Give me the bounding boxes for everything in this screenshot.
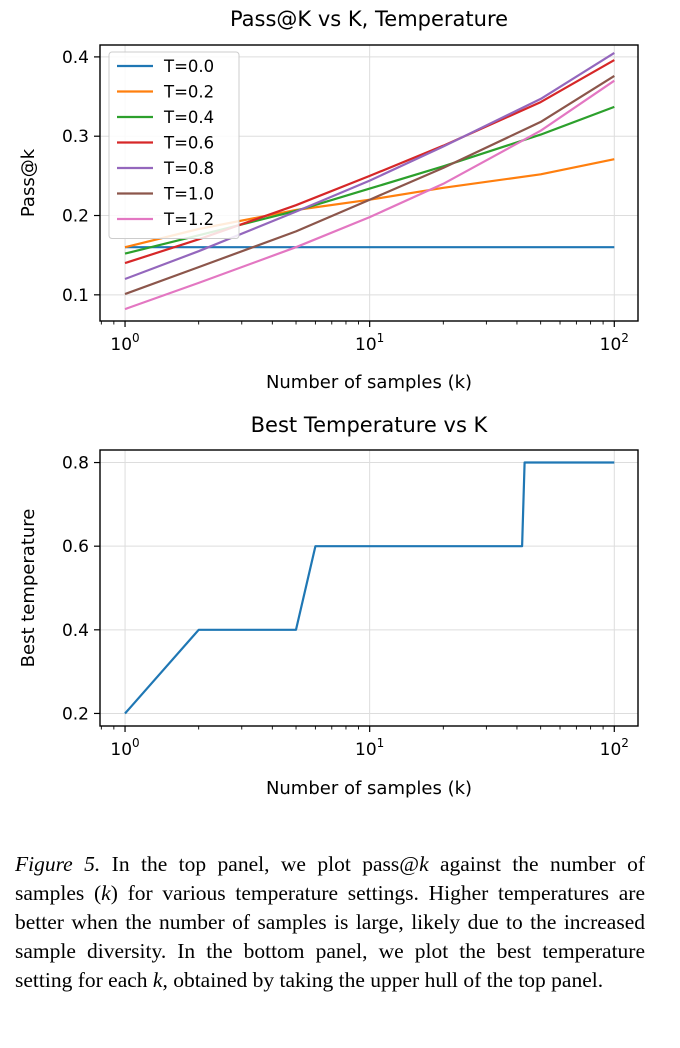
caption-text-2: against the number of samples ( xyxy=(15,852,645,905)
caption-text-1: In the top panel, we plot pass@ xyxy=(100,852,420,876)
caption-text-4: , obtained by taking the upper hull of t… xyxy=(162,968,604,992)
caption-k-3: k xyxy=(152,968,163,992)
figure-caption: Figure 5. In the top panel, we plot pass… xyxy=(15,850,645,995)
best-temp-xlabel: Number of samples (k) xyxy=(266,778,472,799)
legend-label-t-0-2: T=0.2 xyxy=(163,83,214,102)
best-temp-ytick-label: 0.8 xyxy=(62,454,89,474)
legend-label-t-0-0: T=0.0 xyxy=(163,57,214,76)
best-temp-ytick-label: 0.4 xyxy=(62,621,89,641)
passk-ytick-label: 0.3 xyxy=(62,127,89,147)
best-temp-series-best xyxy=(124,461,615,715)
legend-label-t-1-2: T=1.2 xyxy=(163,210,214,229)
best-temp-xtick-label: 100 xyxy=(110,736,139,760)
figure: 100 101 102 0.1 0.2 0.3 0.4 Pass@K vs K, Tempe… xyxy=(18,7,639,799)
passk-xtick-label: 102 xyxy=(600,331,629,355)
legend-label-t-0-6: T=0.6 xyxy=(163,134,214,153)
best-temp-ytick-label: 0.2 xyxy=(62,704,89,724)
caption-text-3: ) for various temperature settings. High… xyxy=(15,881,645,992)
best-temp-xtick-label: 102 xyxy=(600,736,629,760)
passk-ylabel: Pass@k xyxy=(18,148,39,217)
caption-label: Figure 5. xyxy=(15,852,101,876)
caption-k-1: k xyxy=(419,852,429,876)
passk-series-t-0-8 xyxy=(124,51,615,281)
passk-series-t-1-0 xyxy=(124,74,615,296)
legend-label-t-1-0: T=1.0 xyxy=(163,185,214,204)
legend-box xyxy=(108,51,240,239)
best-temp-series xyxy=(124,461,615,715)
best-temp-ticks: 100 101 102 0.2 0.4 0.6 0.8 xyxy=(62,454,629,760)
passk-xtick-label: 101 xyxy=(355,331,384,355)
legend-label-t-0-8: T=0.8 xyxy=(163,159,214,178)
passk-ytick-label: 0.2 xyxy=(62,207,89,227)
passk-title: Pass@K vs K, Temperature xyxy=(230,7,508,31)
best-temp-ytick-label: 0.6 xyxy=(62,537,89,557)
passk-legend: T=0.0 T=0.2 T=0.4 T=0.6 T=0.8 T=1.0 T=1.2 xyxy=(108,51,240,239)
passk-xlabel: Number of samples (k) xyxy=(266,372,472,393)
passk-series-t-0-6 xyxy=(124,59,615,265)
best-temperature-chart: 100 101 102 0.2 0.4 0.6 0.8 Best Temperature v… xyxy=(18,413,639,799)
passk-ytick-label: 0.1 xyxy=(62,286,89,306)
passk-xtick-label: 100 xyxy=(110,331,139,355)
caption-k-2: k xyxy=(101,881,111,905)
passk-chart: 100 101 102 0.1 0.2 0.3 0.4 Pass@K vs K, Tempe… xyxy=(18,7,639,393)
passk-series-t-1-2 xyxy=(124,79,615,311)
best-temp-ylabel: Best temperature xyxy=(18,509,39,668)
passk-plot-frame xyxy=(99,44,639,322)
best-temp-xtick-label: 101 xyxy=(355,736,384,760)
best-temp-title: Best Temperature vs K xyxy=(251,413,489,437)
best-temp-plot-frame xyxy=(99,449,639,727)
best-temp-grid xyxy=(100,450,638,726)
passk-series xyxy=(124,51,615,311)
passk-ytick-label: 0.4 xyxy=(62,48,89,68)
passk-ticks: 100 101 102 0.1 0.2 0.3 0.4 xyxy=(62,48,629,355)
legend-label-t-0-4: T=0.4 xyxy=(163,108,214,127)
